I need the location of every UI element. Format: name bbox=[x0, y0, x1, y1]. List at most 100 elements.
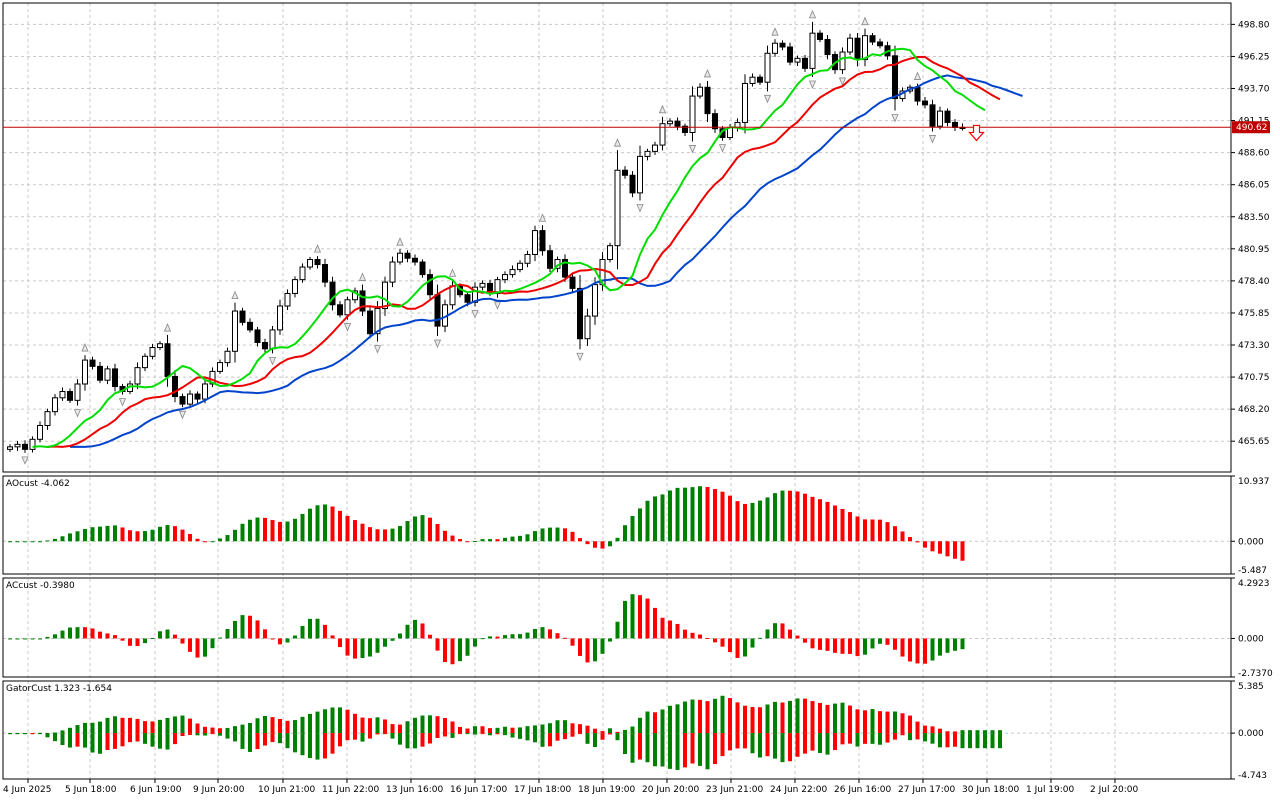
ac-bar bbox=[923, 638, 927, 664]
ao-bar bbox=[653, 496, 657, 542]
candle-body bbox=[404, 252, 411, 259]
ac-bar bbox=[8, 638, 12, 640]
candle-body bbox=[254, 329, 261, 343]
candle-body bbox=[839, 51, 846, 71]
gator-label: GatorCust 1.323 -1.654 bbox=[6, 684, 112, 694]
candle-body bbox=[104, 368, 111, 381]
gator-down-bar bbox=[810, 733, 815, 751]
ac-bar bbox=[248, 615, 252, 639]
candle-body bbox=[202, 383, 208, 400]
gator-down-bar bbox=[975, 733, 980, 749]
gator-down-bar bbox=[300, 733, 305, 756]
ac-pane[interactable] bbox=[8, 594, 965, 665]
candle-body bbox=[14, 443, 21, 448]
candle-body bbox=[434, 294, 441, 327]
gator-down-bar bbox=[908, 733, 912, 741]
ac-bar bbox=[540, 627, 545, 639]
ac-bar bbox=[750, 638, 755, 648]
fractal-down-mark bbox=[688, 145, 697, 154]
gator-down-bar bbox=[405, 733, 410, 749]
ac-bar bbox=[818, 638, 822, 650]
gator-up-bar bbox=[585, 725, 590, 734]
gator-up-bar bbox=[518, 727, 522, 734]
gator-up-bar bbox=[480, 726, 485, 734]
gator-up-bar bbox=[863, 710, 867, 734]
gator-up-bar bbox=[128, 717, 132, 734]
ac-bar bbox=[495, 636, 500, 639]
time-tick-label: 13 Jun 16:00 bbox=[386, 785, 443, 795]
ac-bar bbox=[683, 629, 687, 639]
candle-body bbox=[914, 86, 921, 102]
price-tick-label: 496.25 bbox=[1238, 52, 1270, 62]
ao-bar bbox=[668, 490, 672, 542]
gator-down-bar bbox=[338, 733, 342, 747]
ac-bar bbox=[555, 633, 560, 639]
fractal-down-mark bbox=[268, 356, 277, 366]
gator-down-bar bbox=[855, 733, 860, 747]
ao-tick-label: -5.487 bbox=[1238, 566, 1267, 576]
ao-bar bbox=[150, 529, 155, 542]
gator-down-bar bbox=[600, 733, 605, 740]
gator-down-bar bbox=[818, 733, 822, 753]
ac-bar bbox=[53, 634, 57, 639]
gator-up-bar bbox=[555, 720, 560, 734]
gator-pane[interactable] bbox=[8, 695, 1002, 770]
ac-bar bbox=[405, 624, 410, 639]
gator-down-bar bbox=[743, 733, 747, 749]
ac-bar bbox=[735, 638, 740, 658]
ao-bar bbox=[608, 541, 612, 547]
candle-body bbox=[539, 230, 546, 252]
ac-bar bbox=[435, 638, 440, 651]
gator-down-bar bbox=[645, 733, 650, 763]
candle-body bbox=[37, 424, 43, 440]
gator-up-bar bbox=[990, 730, 995, 734]
gator-up-bar bbox=[68, 727, 72, 734]
ao-bar bbox=[53, 538, 57, 542]
ao-bar bbox=[315, 505, 320, 542]
ao-bar bbox=[870, 519, 875, 542]
fractal-up-mark bbox=[808, 9, 817, 19]
gator-up-bar bbox=[165, 717, 170, 734]
fractal-down-mark bbox=[763, 94, 772, 104]
candle-body bbox=[742, 82, 748, 123]
gator-up-bar bbox=[615, 731, 620, 734]
ao-bar bbox=[383, 529, 387, 542]
price-pane[interactable] bbox=[3, 9, 1231, 465]
candle-body bbox=[502, 274, 508, 281]
time-tick-label: 23 Jun 21:00 bbox=[706, 785, 763, 795]
gator-down-bar bbox=[465, 733, 470, 735]
gator-up-bar bbox=[150, 721, 155, 734]
candle-body bbox=[262, 341, 268, 350]
ao-bar bbox=[953, 541, 957, 559]
ao-bar bbox=[788, 490, 792, 542]
gator-up-bar bbox=[698, 699, 702, 734]
ao-bar bbox=[270, 520, 275, 542]
candle-body bbox=[509, 269, 516, 276]
ac-label: ACcust -0.3980 bbox=[6, 581, 75, 591]
gator-down-bar bbox=[255, 733, 260, 750]
candle-body bbox=[172, 375, 178, 398]
gator-up-bar bbox=[113, 716, 117, 734]
ao-pane[interactable] bbox=[8, 486, 965, 561]
ao-bar bbox=[855, 516, 860, 542]
gator-down-bar bbox=[128, 733, 132, 743]
gator-down-bar bbox=[195, 733, 200, 736]
gator-down-bar bbox=[885, 733, 890, 743]
gator-down-bar bbox=[165, 733, 170, 750]
ac-bar bbox=[743, 638, 747, 657]
fractal-up-mark bbox=[613, 138, 622, 147]
gator-up-bar bbox=[510, 727, 515, 734]
gator-down-bar bbox=[120, 733, 125, 747]
gator-up-bar bbox=[210, 727, 215, 734]
candle-body bbox=[472, 286, 478, 303]
gator-up-bar bbox=[285, 720, 290, 734]
ac-bar bbox=[135, 638, 140, 647]
ao-bar bbox=[945, 541, 950, 557]
candle-body bbox=[344, 299, 351, 316]
gator-down-bar bbox=[345, 733, 350, 741]
ac-bar bbox=[758, 637, 762, 639]
alligator-lips-line bbox=[32, 47, 986, 449]
gator-down-bar bbox=[660, 733, 665, 767]
gator-up-bar bbox=[630, 726, 635, 734]
